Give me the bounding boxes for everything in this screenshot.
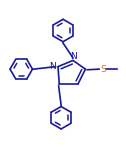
Text: N: N: [49, 62, 56, 71]
Text: N: N: [70, 52, 77, 61]
Text: S: S: [100, 65, 106, 74]
